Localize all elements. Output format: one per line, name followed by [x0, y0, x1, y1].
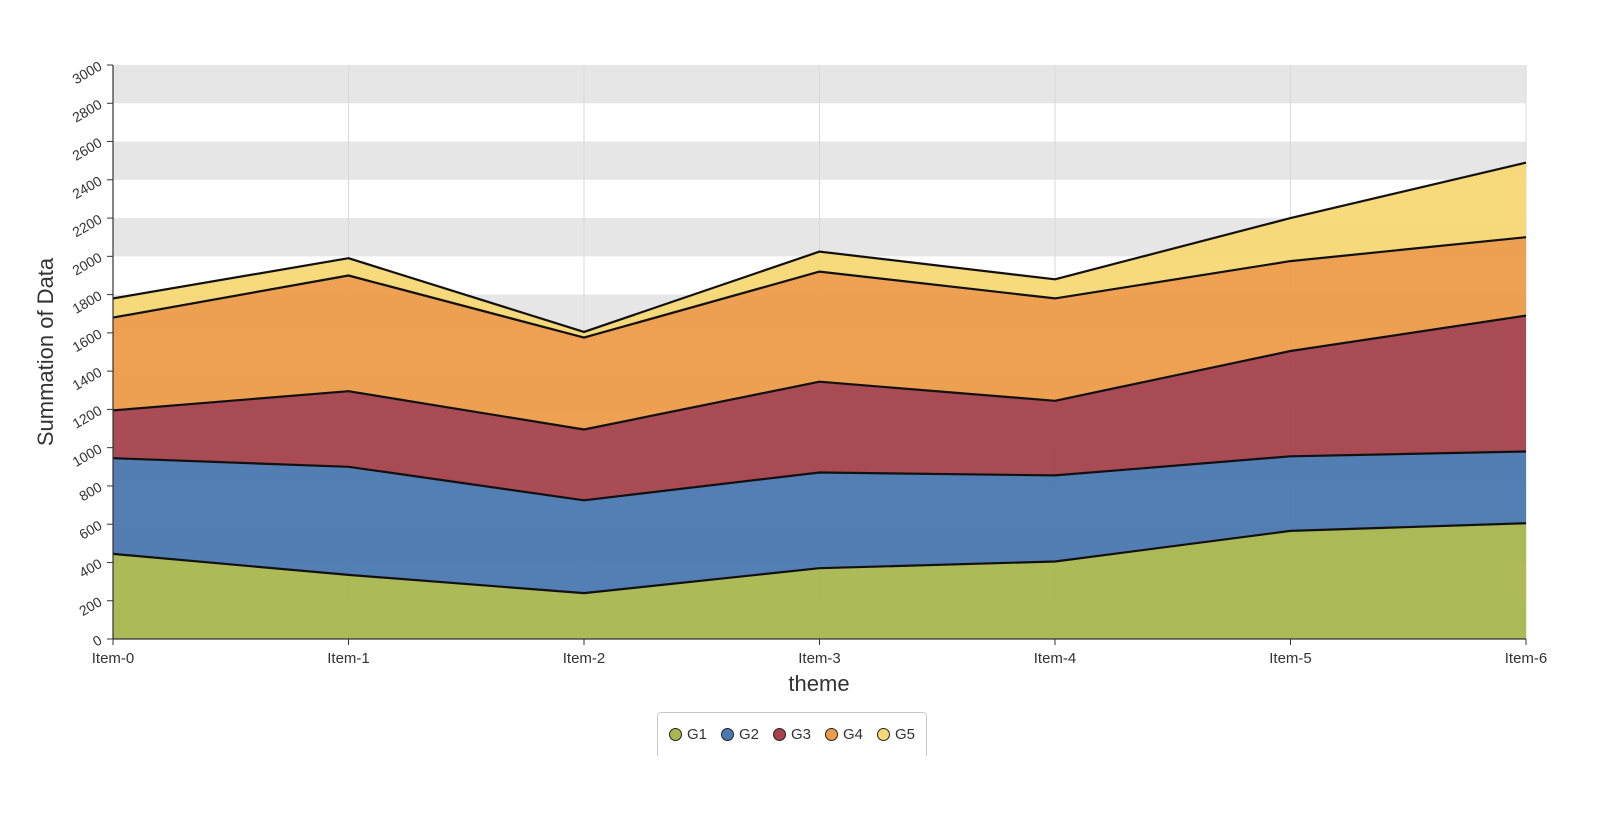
y-tick-label: 400 [76, 555, 104, 581]
legend-label: G3 [790, 726, 811, 743]
y-tick-label: 200 [76, 593, 104, 619]
y-tick-label: 2400 [70, 172, 105, 202]
y-tick-label: 2800 [70, 96, 105, 126]
legend-label: G4 [843, 726, 864, 743]
area-outline-g5 [112, 161, 1527, 333]
area-outline-g3 [112, 314, 1527, 431]
y-tick-label: 1000 [70, 440, 105, 470]
y-tick-label: 3000 [70, 58, 105, 88]
x-tick-label: Item-6 [1505, 650, 1548, 667]
y-tick-label: 0 [90, 632, 105, 650]
x-tick-label: Item-3 [798, 650, 841, 667]
area-outline-g1 [112, 522, 1527, 595]
y-tick-label: 1400 [70, 364, 105, 394]
area-g5 [113, 162, 1526, 338]
area-outline-layer [112, 161, 1527, 595]
legend-swatch [772, 728, 786, 741]
y-axis-ticks: 0 200 400 600 800 1000 1200 1400 1600 1800 2000 220… [70, 58, 113, 650]
y-tick-label: 1600 [70, 326, 105, 356]
x-tick-label: Item-1 [327, 650, 370, 667]
legend-item[interactable]: G2 [720, 726, 759, 743]
y-tick-label: 2000 [70, 249, 105, 279]
legend-label: G2 [738, 726, 759, 743]
legend-label: G1 [686, 726, 707, 743]
area-outline-g2 [112, 450, 1527, 502]
x-tick-label: Item-2 [563, 650, 606, 667]
area-outline-g4 [112, 236, 1527, 339]
y-axis-title: Summation of Data [33, 257, 58, 446]
area-g1 [113, 523, 1526, 639]
legend-swatch [720, 728, 734, 741]
legend-item[interactable]: G4 [825, 726, 863, 743]
y-tick-label: 1200 [70, 402, 105, 432]
x-axis-title: theme [788, 671, 849, 696]
area-series-layer [113, 162, 1526, 639]
x-tick-label: Item-0 [92, 650, 135, 667]
x-tick-label: Item-4 [1034, 650, 1077, 667]
y-tick-label: 600 [76, 517, 104, 543]
legend-item[interactable]: G5 [877, 726, 915, 743]
legend-swatch [825, 728, 838, 741]
legend-swatch [877, 728, 891, 741]
x-axis-ticks: Item-0 Item-1 Item-2 Item-3 Item-4 Item-5 Item… [92, 639, 1548, 667]
y-tick-label: 2200 [70, 211, 105, 241]
area-g4 [113, 237, 1526, 430]
legend-item[interactable]: G3 [772, 726, 811, 743]
chart-legend: G1 G2 G3 G4 G5 [657, 712, 927, 756]
legend-label: G5 [895, 726, 916, 743]
area-g3 [113, 315, 1526, 501]
legend-item[interactable]: G1 [668, 726, 707, 743]
legend-swatch [668, 728, 682, 741]
y-tick-label: 2600 [70, 134, 105, 164]
x-tick-label: Item-5 [1269, 650, 1312, 667]
area-g2 [113, 451, 1526, 594]
y-tick-label: 1800 [70, 287, 105, 317]
y-tick-label: 800 [76, 479, 104, 505]
